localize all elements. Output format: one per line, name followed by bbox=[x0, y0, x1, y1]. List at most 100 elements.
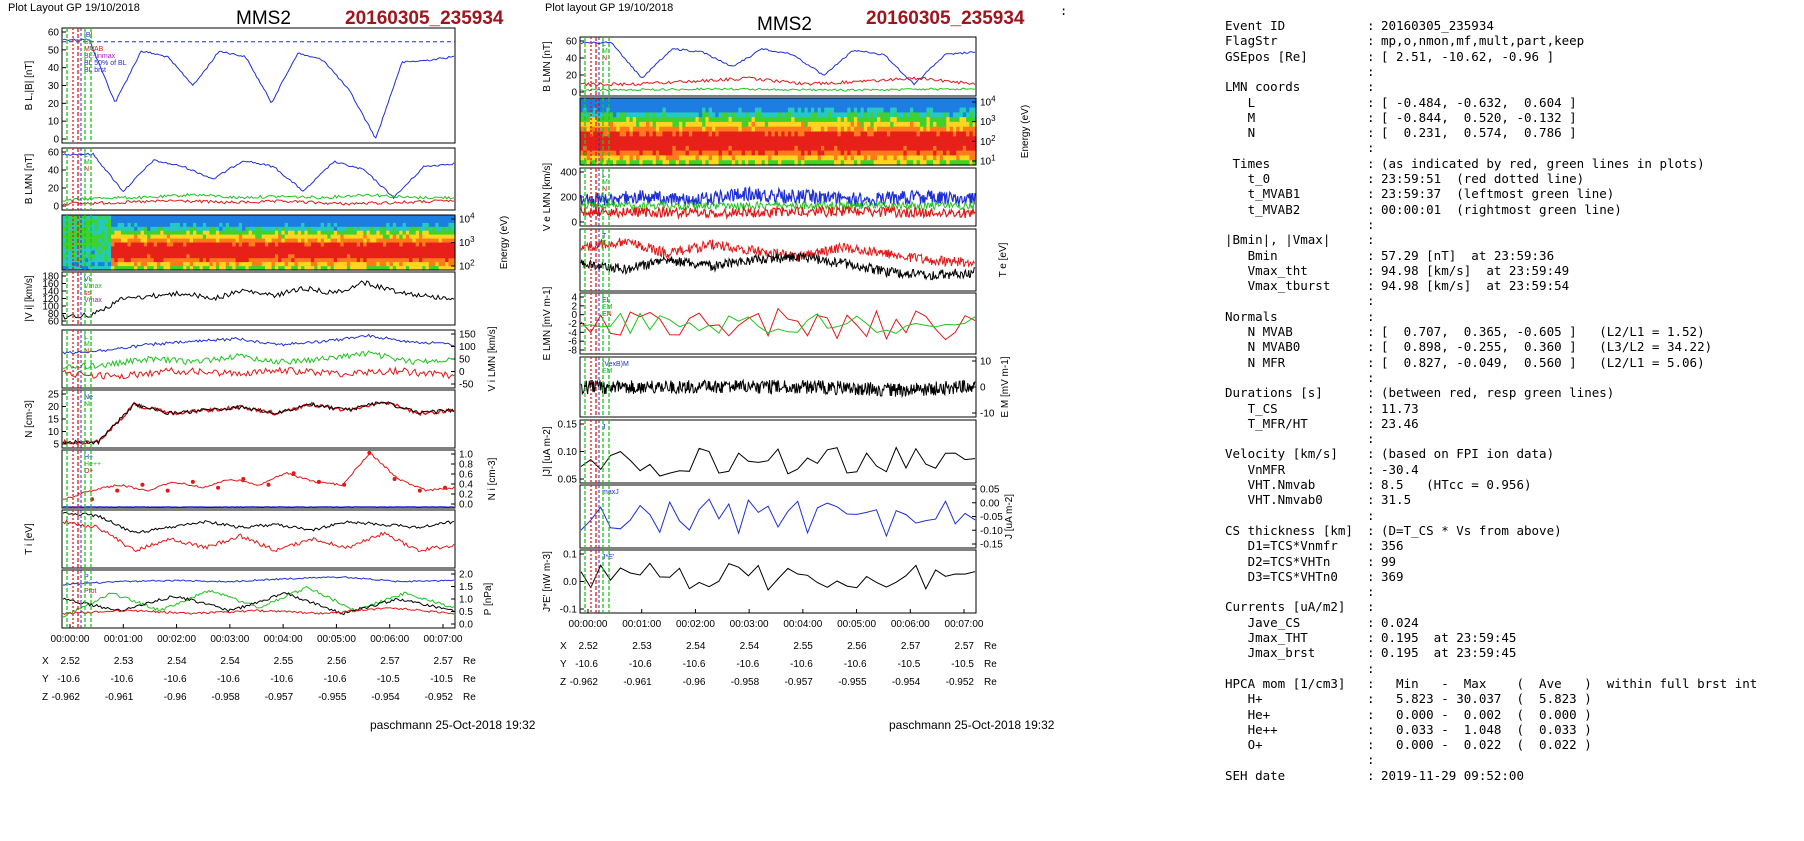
left-energy-spectrogram-cell bbox=[386, 230, 391, 236]
middle-energy-spectrogram-cell bbox=[672, 145, 677, 152]
left-energy-spectrogram-cell bbox=[193, 242, 197, 247]
left-energy-spectrogram-cell bbox=[170, 250, 174, 255]
left-energy-spectrogram-cell bbox=[62, 222, 66, 228]
left-energy-spectrogram-cell bbox=[324, 242, 328, 247]
left-energy-spectrogram-cell bbox=[160, 246, 165, 251]
left-energy-spectrogram-cell bbox=[324, 262, 328, 267]
left-energy-spectrogram-cell bbox=[140, 234, 145, 240]
left-energy-spectrogram-cell bbox=[419, 262, 423, 267]
left-energy-spectrogram-cell bbox=[376, 266, 381, 271]
left-energy-spectrogram-cell bbox=[366, 218, 371, 224]
left-energy-spectrogram-cell bbox=[183, 230, 188, 236]
left-energy-spectrogram-cell bbox=[248, 234, 253, 240]
middle-energy-spectrogram-cell bbox=[725, 141, 730, 147]
left-energy-spectrogram-cell bbox=[124, 238, 129, 244]
middle-energy-spectrogram-cell bbox=[718, 98, 723, 104]
middle-energy-spectrogram-cell bbox=[781, 136, 786, 142]
middle-ephem-value: 2.54 bbox=[740, 641, 760, 652]
left-energy-spectrogram-cell bbox=[376, 238, 381, 244]
middle-energy-spectrogram-cell bbox=[688, 131, 693, 137]
left-energy-spectrogram-cell bbox=[409, 254, 413, 259]
middle-energy-spectrogram-cell bbox=[768, 117, 772, 123]
left-energy-spectrogram-cell bbox=[268, 230, 273, 236]
left-energy-spectrogram-cell bbox=[363, 262, 368, 267]
left-energy-spectrogram-cell bbox=[199, 262, 204, 267]
middle-energy-spectrogram-cell bbox=[761, 102, 766, 109]
middle-energy-spectrogram-cell bbox=[794, 121, 799, 128]
left-energy-spectrogram-cell bbox=[392, 226, 397, 232]
left-energy-spectrogram-cell bbox=[294, 226, 299, 232]
left-energy-spectrogram-cell bbox=[274, 254, 279, 259]
left-energy-spectrogram-cell bbox=[117, 246, 122, 251]
middle-energy-spectrogram-cell bbox=[811, 112, 815, 118]
middle-energy-spectrogram-cell bbox=[906, 150, 911, 156]
left-series-L bbox=[62, 152, 455, 200]
middle-energy-spectrogram-cell bbox=[834, 117, 838, 123]
left-energy-spectrogram-cell bbox=[274, 242, 279, 247]
middle-energy-spectrogram-cell bbox=[929, 155, 934, 161]
middle-energy-spectrogram-cell bbox=[593, 145, 598, 152]
middle-energy-spectrogram-cell bbox=[857, 160, 862, 166]
middle-energy-spectrogram-cell bbox=[906, 126, 911, 133]
middle-ytick-label: 0.05 bbox=[558, 475, 578, 486]
middle-energy-spectrogram-cell bbox=[636, 131, 640, 137]
left-energy-spectrogram-cell bbox=[140, 238, 145, 244]
left-energy-spectrogram-cell bbox=[251, 250, 256, 255]
left-energy-spectrogram-cell bbox=[451, 246, 456, 251]
middle-energy-spectrogram-cell bbox=[705, 117, 710, 123]
left-energy-spectrogram-cell bbox=[310, 246, 315, 251]
middle-energy-spectrogram-cell bbox=[916, 121, 921, 128]
left-energy-spectrogram-cell bbox=[232, 266, 237, 271]
left-energy-spectrogram-cell bbox=[294, 234, 299, 240]
left-energy-spectrogram-cell bbox=[157, 226, 161, 232]
middle-energy-spectrogram-cell bbox=[853, 107, 858, 113]
left-energy-spectrogram-cell bbox=[409, 222, 413, 228]
middle-energy-spectrogram-cell bbox=[646, 141, 650, 147]
middle-energy-spectrogram-cell bbox=[659, 131, 664, 137]
left-energy-spectrogram-cell bbox=[114, 234, 119, 240]
left-energy-spectrogram-cell bbox=[196, 254, 201, 259]
middle-energy-spectrogram-cell bbox=[827, 131, 832, 137]
left-energy-spectrogram-cell bbox=[441, 254, 446, 259]
middle-energy-spectrogram-cell bbox=[622, 131, 627, 137]
left-energy-spectrogram-cell bbox=[120, 242, 125, 247]
left-energy-spectrogram-cell bbox=[373, 258, 377, 263]
middle-energy-spectrogram-cell bbox=[593, 117, 598, 123]
middle-energy-spectrogram-cell bbox=[626, 121, 631, 128]
middle-energy-spectrogram-cell bbox=[731, 107, 736, 113]
left-energy-spectrogram-cell bbox=[297, 246, 302, 251]
left-energy-spectrogram-cell bbox=[284, 250, 289, 255]
left-energy-spectrogram-cell bbox=[255, 250, 260, 255]
left-energy-spectrogram-cell bbox=[314, 238, 319, 244]
middle-energy-spectrogram-cell bbox=[738, 145, 743, 152]
left-energy-spectrogram-cell bbox=[425, 246, 430, 251]
info-value: (D=T_CS * Vs from above) bbox=[1381, 522, 1562, 538]
left-energy-spectrogram-cell bbox=[274, 246, 279, 251]
middle-xtick-label: 00:06:00 bbox=[891, 619, 930, 630]
middle-energy-spectrogram-cell bbox=[913, 98, 918, 104]
middle-energy-spectrogram-cell bbox=[748, 117, 753, 123]
middle-energy-spectrogram-cell bbox=[685, 136, 690, 142]
left-energy-spectrogram-cell bbox=[294, 230, 299, 236]
middle-energy-spectrogram-cell bbox=[649, 117, 654, 123]
left-energy-spectrogram-cell bbox=[415, 250, 420, 255]
left-xtick-label: 00:02:00 bbox=[157, 634, 196, 645]
middle-energy-spectrogram-cell bbox=[679, 136, 683, 142]
left-energy-spectrogram-cell bbox=[143, 222, 148, 228]
left-energy-spectrogram-cell bbox=[215, 254, 220, 259]
left-energy-spectrogram-cell bbox=[350, 242, 355, 247]
middle-ephem-value: -10.6 bbox=[683, 659, 706, 670]
left-energy-spectrogram-cell bbox=[176, 266, 181, 271]
middle-energy-spectrogram-cell bbox=[629, 141, 634, 147]
middle-energy-spectrogram-cell bbox=[715, 112, 720, 118]
middle-energy-spectrogram-cell bbox=[913, 102, 918, 109]
middle-energy-spectrogram-cell bbox=[659, 136, 664, 142]
left-ytick-label: 0.0 bbox=[459, 620, 473, 631]
left-ephem-value: -0.961 bbox=[105, 692, 134, 703]
middle-energy-spectrogram-cell bbox=[943, 126, 947, 133]
left-energy-spectrogram-cell bbox=[94, 258, 99, 263]
left-energy-spectrogram-cell bbox=[238, 262, 243, 267]
middle-energy-spectrogram-cell bbox=[692, 141, 697, 147]
middle-energy-spectrogram-cell bbox=[966, 102, 970, 109]
